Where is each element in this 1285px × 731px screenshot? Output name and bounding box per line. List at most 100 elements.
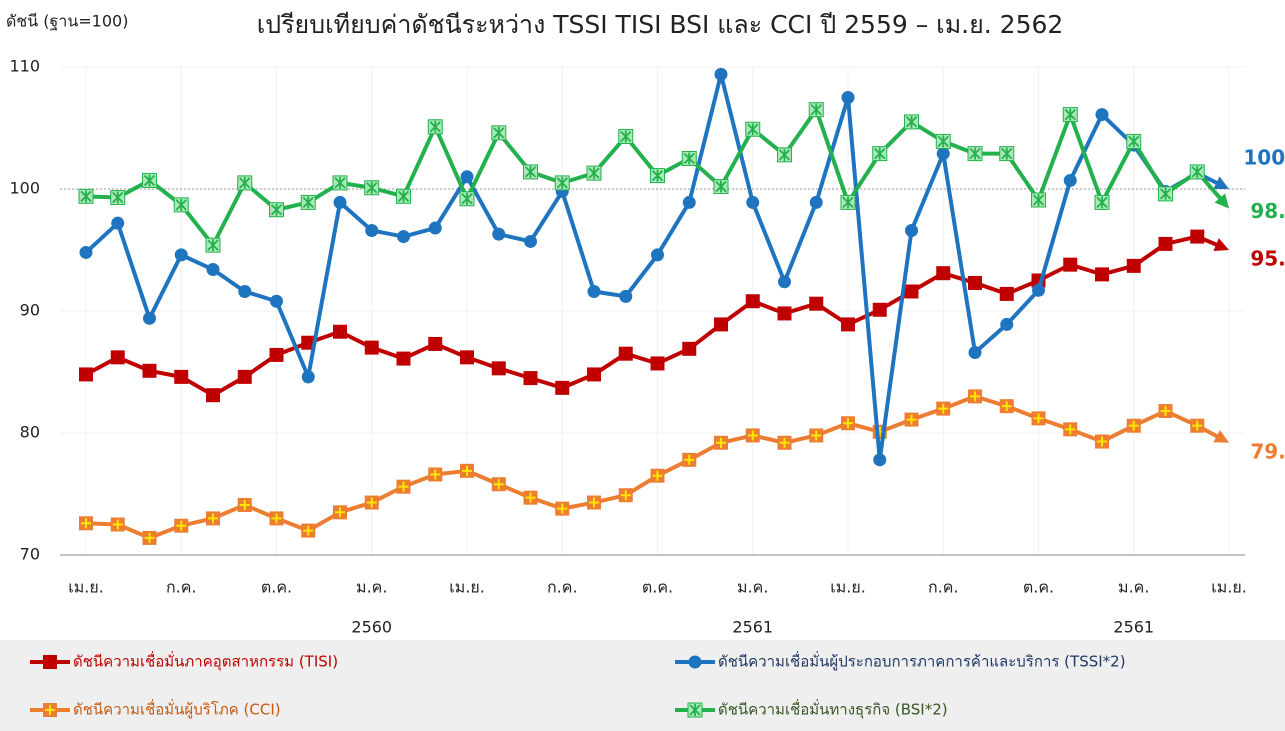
marker: [841, 317, 855, 332]
marker: [428, 336, 443, 351]
marker: [1063, 422, 1078, 437]
marker-cross: [652, 470, 663, 481]
marker-star: [334, 176, 346, 189]
series-line: [85, 394, 1223, 540]
marker: [238, 284, 252, 298]
marker: [79, 516, 93, 531]
marker: [1126, 133, 1142, 149]
marker-star: [842, 196, 854, 209]
marker: [745, 428, 760, 443]
marker: [841, 91, 855, 104]
marker: [936, 147, 950, 161]
marker-shape: [968, 275, 982, 290]
marker-shape: [809, 296, 824, 311]
marker-shape: [206, 388, 220, 403]
marker: [1094, 194, 1110, 210]
marker-star: [588, 167, 600, 180]
marker: [682, 452, 697, 467]
marker: [491, 125, 507, 141]
marker: [904, 412, 919, 427]
marker-shape: [682, 341, 697, 356]
marker-shape: [999, 286, 1014, 301]
marker-shape: [397, 230, 410, 244]
marker-cross: [1001, 401, 1012, 412]
marker: [237, 497, 252, 512]
marker: [1000, 317, 1014, 331]
marker: [618, 488, 633, 503]
legend-label: ดัชนีความเชื่อมั่นผู้บริโภค (CCI): [73, 699, 281, 719]
marker: [777, 435, 792, 450]
marker-shape: [111, 216, 125, 230]
marker-shape: [1000, 317, 1014, 331]
marker: [650, 356, 665, 371]
x-tick-label: เม.ย.: [449, 578, 485, 597]
marker: [587, 367, 601, 382]
marker: [967, 146, 983, 162]
marker-star: [1001, 147, 1013, 160]
marker-star: [1128, 135, 1140, 148]
marker: [1032, 283, 1045, 297]
series-line: [84, 72, 1223, 462]
x-tick-label: ม.ค.: [1118, 578, 1149, 597]
marker-shape: [270, 294, 283, 308]
marker-shape: [936, 147, 950, 161]
x-tick-label: ม.ค.: [356, 578, 387, 597]
marker: [142, 363, 157, 378]
marker-shape: [904, 284, 919, 299]
marker: [428, 221, 442, 235]
marker-shape: [777, 306, 792, 321]
marker: [523, 490, 538, 505]
marker-star: [429, 120, 441, 133]
marker-star: [302, 196, 314, 209]
marker-star: [1191, 165, 1203, 178]
marker-cross: [1097, 436, 1107, 447]
marker-cross: [970, 391, 980, 402]
marker: [1126, 418, 1141, 433]
marker-star: [778, 148, 791, 161]
marker-shape: [714, 317, 728, 332]
marker-shape: [143, 311, 156, 325]
marker-star: [905, 115, 918, 128]
marker-shape: [809, 195, 823, 209]
marker-shape: [873, 453, 887, 467]
marker: [396, 479, 411, 494]
marker: [460, 170, 474, 184]
marker: [682, 195, 696, 209]
marker: [364, 340, 379, 355]
legend-label: ดัชนีความเชื่อมั่นภาคอุตสาหกรรม (TISI): [73, 651, 338, 672]
marker-star: [937, 135, 949, 148]
marker: [935, 133, 951, 149]
arrow-head: [1213, 238, 1229, 251]
marker: [206, 388, 220, 403]
marker: [143, 311, 156, 325]
y-tick-label: 100: [9, 179, 40, 198]
marker: [587, 284, 601, 298]
marker-star: [239, 176, 251, 189]
marker: [904, 114, 919, 130]
marker-cross: [112, 519, 123, 530]
marker-star: [1159, 187, 1172, 200]
arrow-head: [1213, 176, 1229, 190]
legend: ดัชนีความเชื่อมั่นภาคอุตสาหกรรม (TISI) ดั…: [30, 651, 1126, 720]
marker: [587, 495, 601, 510]
marker: [904, 284, 919, 299]
marker-shape: [651, 248, 664, 262]
marker: [1062, 107, 1078, 123]
marker: [111, 216, 125, 230]
marker: [1158, 236, 1173, 251]
legend-box: [0, 640, 1285, 731]
marker-cross: [430, 469, 441, 480]
marker: [873, 453, 887, 467]
marker: [999, 286, 1014, 301]
marker-shape: [206, 263, 220, 277]
marker: [396, 188, 411, 204]
marker: [586, 165, 602, 181]
marker: [1158, 186, 1173, 202]
marker-shape: [365, 223, 379, 237]
marker-shape: [174, 248, 188, 262]
x-tick-label: ก.ค.: [547, 578, 578, 597]
marker: [1126, 258, 1141, 273]
marker: [174, 369, 189, 384]
marker-shape: [460, 350, 474, 365]
marker: [270, 294, 283, 308]
